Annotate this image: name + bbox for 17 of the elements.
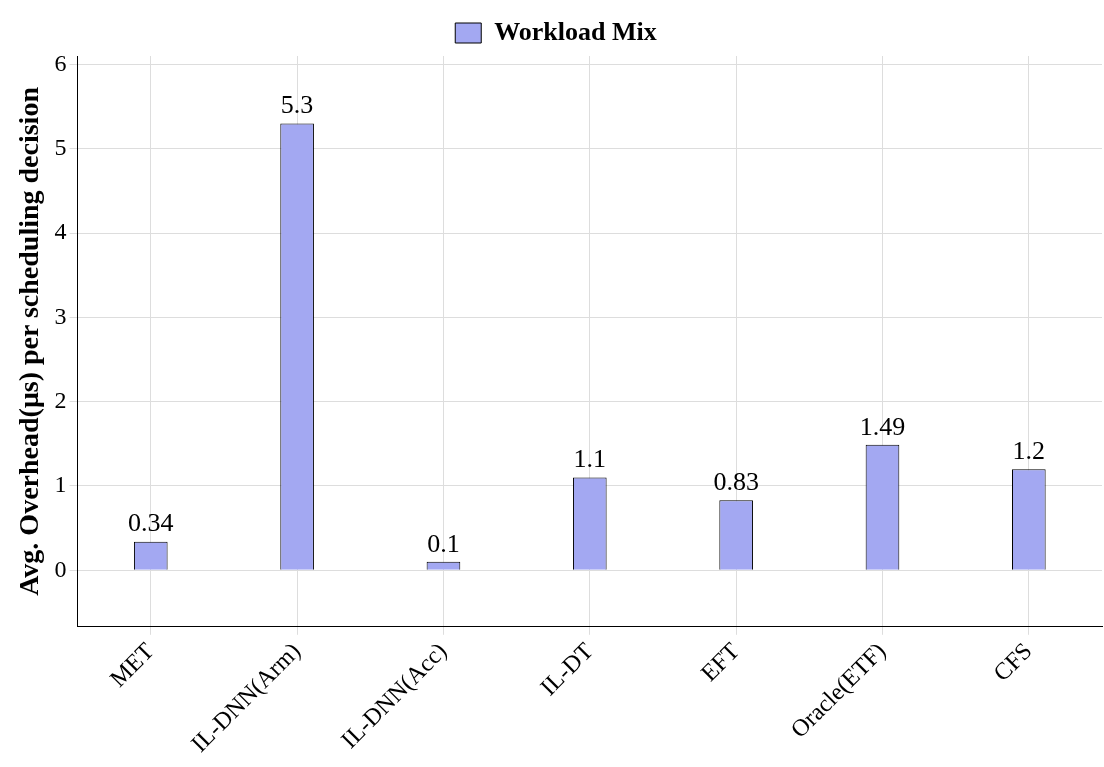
- y-axis-title: Avg. Overhead(μs) per scheduling decision: [13, 86, 45, 596]
- x-tick-label: CFS: [988, 637, 1037, 687]
- y-tick-label: 4: [54, 218, 67, 245]
- data-label: 5.3: [280, 90, 314, 120]
- data-label: 0.34: [128, 508, 174, 538]
- y-tick-label: 3: [54, 302, 67, 329]
- y-tick-label: 1: [54, 471, 67, 498]
- legend-label: Workload Mix: [494, 16, 657, 46]
- data-label: 1.49: [859, 411, 906, 441]
- y-tick-label: 0: [54, 555, 67, 582]
- y-tick-label: 2: [54, 386, 67, 413]
- data-label: 0.83: [713, 467, 759, 497]
- y-tick-label: 5: [54, 134, 67, 161]
- y-tick-label: 6: [54, 49, 67, 76]
- data-label: 0.1: [427, 528, 460, 558]
- data-label: 1.2: [1012, 435, 1046, 465]
- data-label: 1.1: [573, 444, 607, 474]
